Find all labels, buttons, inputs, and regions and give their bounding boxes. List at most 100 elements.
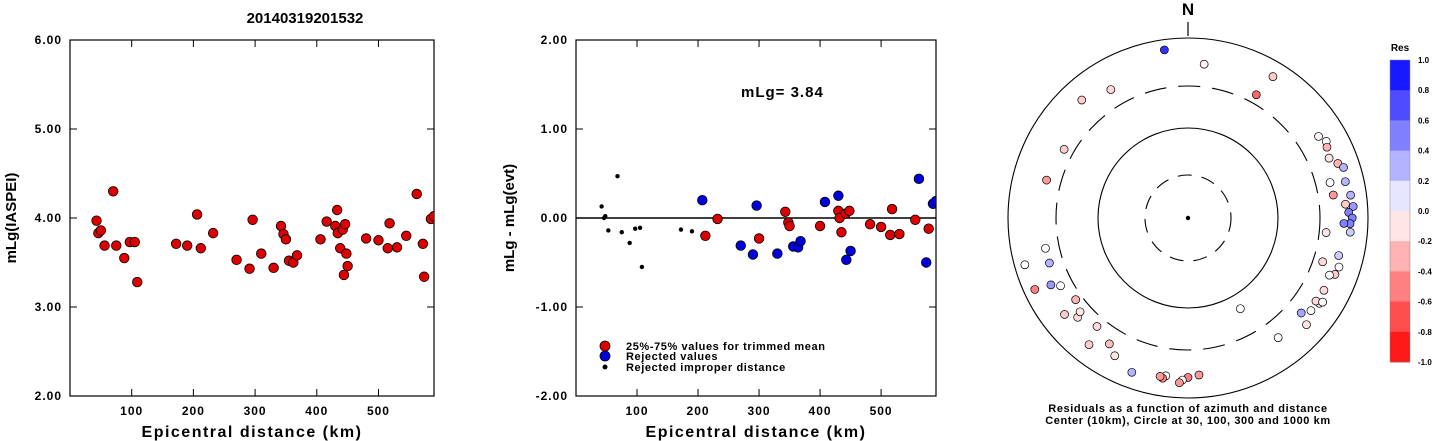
station-residual-point bbox=[1296, 308, 1306, 318]
plot1-point bbox=[280, 234, 292, 245]
plot2-point bbox=[875, 221, 887, 233]
station-residual-point bbox=[1071, 295, 1081, 304]
station-residual-point bbox=[1325, 270, 1334, 280]
plot2-point bbox=[603, 214, 608, 219]
plot2-point bbox=[886, 203, 898, 215]
colorbar-tick-label: 0.8 bbox=[1418, 86, 1430, 95]
legend-label-improper: Rejected improper distance bbox=[626, 362, 786, 374]
plot2-xtick-label: 400 bbox=[809, 404, 832, 418]
colorbar-swatch bbox=[1390, 271, 1410, 303]
plot1-point bbox=[428, 211, 434, 222]
plot1-point bbox=[339, 219, 351, 230]
plot2-point bbox=[751, 200, 762, 211]
plot2-point bbox=[632, 226, 638, 231]
colorbar-swatch bbox=[1390, 241, 1410, 272]
plot1-point bbox=[119, 252, 130, 264]
plot2-ytick-label: -1.00 bbox=[536, 300, 568, 314]
plot2-point bbox=[697, 194, 708, 206]
plot2-points bbox=[599, 173, 936, 270]
plot1-xtick-label: 300 bbox=[244, 404, 267, 418]
station-residual-point bbox=[1042, 175, 1051, 185]
plot1-point bbox=[268, 262, 279, 274]
plot2-ytick-label: 1.00 bbox=[541, 122, 568, 136]
colorbar-tick-label: 1.0 bbox=[1418, 56, 1430, 65]
station-residual-point bbox=[1092, 322, 1102, 331]
station-residual-point bbox=[1268, 72, 1278, 81]
plot2-point bbox=[599, 204, 604, 209]
plot2-xtick-label: 200 bbox=[687, 404, 710, 418]
station-residual-point bbox=[1345, 227, 1355, 237]
plot2-point bbox=[864, 219, 876, 230]
plot2-point bbox=[923, 223, 934, 234]
plot1-xtick-label: 200 bbox=[182, 404, 205, 418]
colorbar-tick-label: -0.6 bbox=[1418, 298, 1432, 307]
station-residual-point bbox=[1325, 178, 1335, 187]
station-residual-point bbox=[1339, 163, 1348, 172]
station-residual-point bbox=[1084, 340, 1094, 350]
plot1-point bbox=[107, 186, 119, 197]
plot2-ylabel: mLg - mLg(evt) bbox=[501, 164, 518, 272]
plot1-point bbox=[99, 240, 110, 251]
figure-title: 20140319201532 bbox=[247, 10, 364, 27]
plot2-xtick-label: 500 bbox=[870, 404, 893, 418]
plot2-xtick-label: 300 bbox=[748, 404, 771, 418]
plot1-ytick-label: 2.00 bbox=[35, 389, 62, 403]
plot2-point bbox=[885, 229, 896, 241]
legend: 25%-75% values for trimmed mean Rejected… bbox=[599, 340, 825, 374]
plot2-point bbox=[735, 240, 746, 251]
plot1-ylabel: mLg(IASPEI) bbox=[3, 173, 20, 264]
station-residual-point bbox=[1060, 310, 1069, 319]
station-residual-point bbox=[1104, 339, 1114, 349]
plot1-ytick-label: 3.00 bbox=[35, 300, 62, 314]
plot2-ytick-label: 0.00 bbox=[541, 211, 568, 225]
legend-marker-trimmed bbox=[599, 340, 611, 352]
polar-caption-line-2: Center (10km), Circle at 30, 100, 300 an… bbox=[1045, 415, 1331, 427]
colorbar-tick-label: 0.4 bbox=[1418, 147, 1430, 156]
colorbar-swatch bbox=[1390, 301, 1410, 333]
plot2-point bbox=[844, 205, 855, 217]
plot1-point bbox=[384, 218, 395, 229]
station-residual-point bbox=[1334, 251, 1344, 260]
plot1-ytick-label: 4.00 bbox=[35, 211, 62, 225]
colorbar-tick-label: 0.0 bbox=[1418, 207, 1430, 216]
legend-marker-improper bbox=[602, 364, 608, 370]
station-residual-point bbox=[1127, 367, 1137, 377]
polar-caption-line-1: Residuals as a function of azimuth and d… bbox=[1048, 403, 1327, 415]
station-residual-point bbox=[1322, 142, 1332, 152]
plot1-point bbox=[182, 240, 193, 251]
plot1-point bbox=[411, 188, 422, 200]
station-residual-point bbox=[1321, 228, 1331, 237]
station-residual-point bbox=[1106, 85, 1116, 94]
plot2-point bbox=[814, 220, 826, 232]
station-residual-point bbox=[1302, 320, 1311, 330]
plot1-point bbox=[91, 215, 102, 226]
plot2-point bbox=[615, 173, 620, 179]
station-residual-point bbox=[1324, 153, 1334, 163]
plot2-point bbox=[930, 195, 936, 207]
station-residual-point bbox=[1251, 90, 1261, 100]
plot2-point bbox=[627, 240, 632, 246]
station-residual-point bbox=[1340, 177, 1350, 187]
colorbar-tick-label: -0.4 bbox=[1418, 267, 1432, 276]
station-residual-point bbox=[1306, 306, 1316, 315]
ring-30km bbox=[1144, 174, 1232, 262]
station-residual-point bbox=[1314, 132, 1323, 141]
plot1-point bbox=[341, 248, 352, 259]
plot2-point bbox=[772, 248, 783, 259]
legend-label-rejected: Rejected values bbox=[626, 351, 718, 363]
plot1-point bbox=[191, 209, 203, 220]
center-point bbox=[1185, 215, 1191, 221]
colorbar-frame bbox=[1389, 59, 1411, 363]
station-residual-point bbox=[1318, 257, 1328, 267]
plot2-point bbox=[833, 190, 844, 201]
station-residual-point bbox=[1056, 281, 1065, 291]
plot1-point bbox=[207, 227, 219, 239]
plot2-point bbox=[639, 264, 645, 270]
plot1-point bbox=[170, 238, 182, 250]
plot2-point bbox=[689, 229, 695, 234]
plot1-point bbox=[338, 269, 350, 281]
plot2-ytick-label: 2.00 bbox=[541, 33, 568, 47]
plot1-point bbox=[291, 250, 303, 261]
station-residual-point bbox=[1199, 59, 1209, 69]
